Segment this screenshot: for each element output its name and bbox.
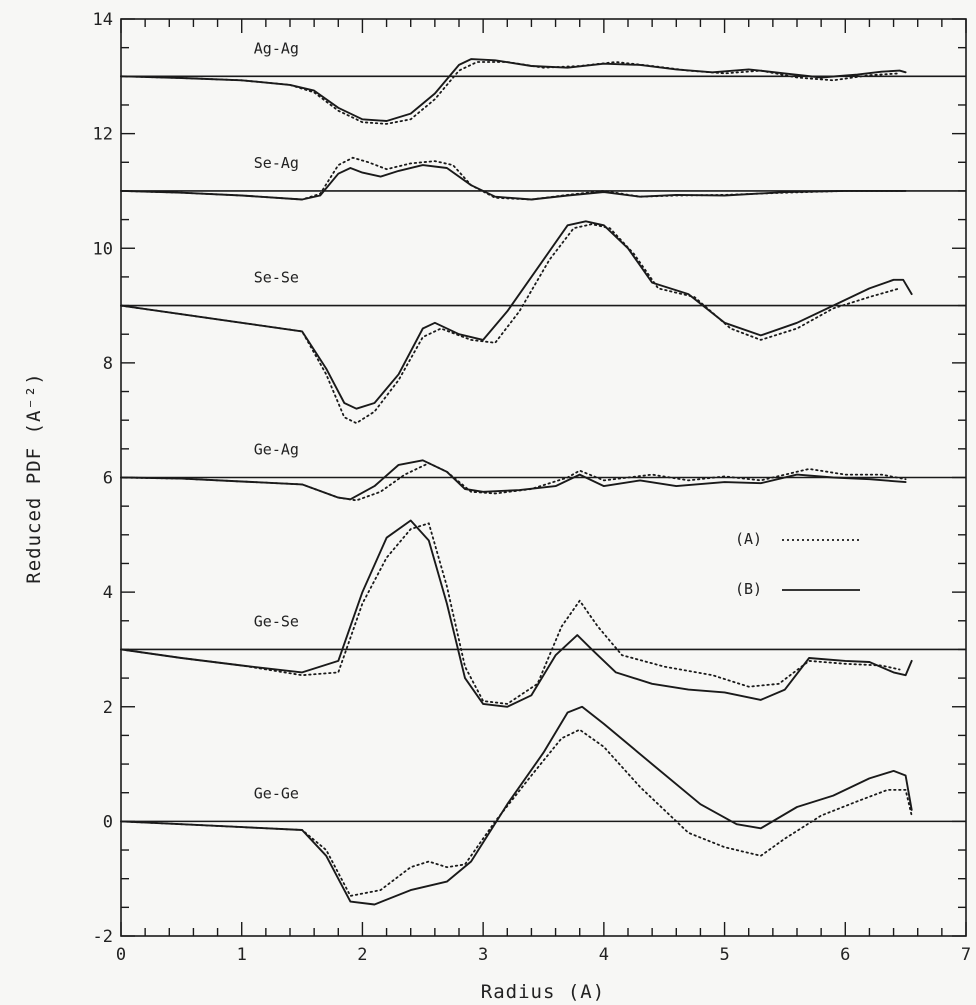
y-tick-label: 12	[93, 125, 113, 145]
x-tick-label: 3	[478, 945, 488, 965]
x-axis-label: Radius (A)	[481, 981, 605, 1003]
y-tick-label: 0	[103, 812, 113, 832]
x-tick-label: 1	[237, 945, 247, 965]
x-tick-label: 6	[840, 945, 850, 965]
pair-label-ge-ag: Ge-Ag	[254, 441, 299, 459]
y-tick-label: 2	[103, 698, 113, 718]
series-ge-ge-b	[120, 705, 913, 906]
y-tick-label: 8	[103, 354, 113, 374]
legend: (A) (B)	[735, 530, 860, 598]
series-ge-ag-b	[120, 459, 907, 501]
series-se-ag-b	[120, 164, 907, 201]
x-tick-label: 2	[357, 945, 367, 965]
series-se-se-a	[120, 223, 901, 424]
series-ge-ge-a	[120, 728, 913, 897]
series-ag-ag-b	[120, 58, 907, 122]
series-se-se-b	[120, 220, 913, 410]
x-tick-label: 4	[599, 945, 609, 965]
baselines	[121, 75, 966, 823]
series-layer	[120, 58, 913, 906]
pair-label-ag-ag: Ag-Ag	[254, 39, 299, 57]
pair-labels: Ag-Ag Se-Ag Se-Se Ge-Ag Ge-Se Ge-Ge	[254, 39, 299, 802]
series-ge-se-a	[120, 522, 901, 705]
pair-label-se-se: Se-Se	[254, 269, 299, 287]
series-se-ag-a	[120, 156, 907, 201]
legend-label-b: (B)	[735, 580, 762, 598]
pair-label-ge-ge: Ge-Ge	[254, 784, 299, 802]
series-ag-ag-a	[120, 61, 901, 125]
pair-label-ge-se: Ge-Se	[254, 612, 299, 630]
y-tick-label: 4	[103, 583, 113, 603]
x-tick-label: 7	[961, 945, 971, 965]
legend-label-a: (A)	[735, 530, 762, 548]
y-tick-label: 14	[93, 10, 113, 30]
y-tick-label: 6	[103, 469, 113, 489]
y-axis-label: Reduced PDF (A⁻²)	[23, 372, 45, 583]
x-tick-label: 5	[719, 945, 729, 965]
series-ge-ag-a	[120, 462, 907, 502]
y-tick-label: -2	[93, 927, 113, 947]
x-tick-label: 0	[116, 945, 126, 965]
series-ge-se-b	[120, 519, 913, 708]
pair-label-se-ag: Se-Ag	[254, 154, 299, 172]
y-tick-label: 10	[93, 239, 113, 259]
